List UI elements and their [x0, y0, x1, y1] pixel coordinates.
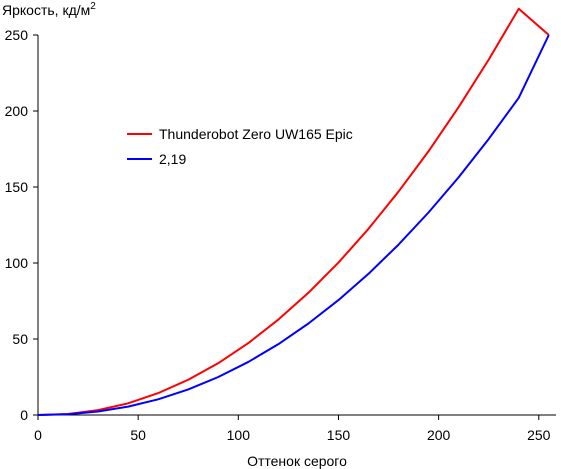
- axes: [37, 35, 556, 416]
- series-line-1: [37, 34, 550, 416]
- y-tick-label: 100: [5, 255, 29, 271]
- y-tick-label: 200: [5, 103, 29, 119]
- x-tick-label: 0: [34, 427, 42, 443]
- legend-label-1: 2,19: [159, 151, 186, 167]
- y-axis-title-main: Яркость, кд/м: [2, 2, 90, 18]
- ticks: 0 50 100 150 200 250 0 50 100 150 200 250: [5, 27, 551, 443]
- x-axis-title: Оттенок серого: [247, 453, 347, 469]
- x-tick-label: 150: [327, 427, 351, 443]
- y-axis-title-superscript: 2: [90, 1, 96, 12]
- y-axis-title: Яркость, кд/м2: [2, 1, 96, 18]
- x-tick-label: 200: [427, 427, 451, 443]
- series-lines: [37, 7, 550, 416]
- y-tick-label: 250: [5, 27, 29, 43]
- x-tick-label: 250: [527, 427, 551, 443]
- x-tick-label: 50: [130, 427, 146, 443]
- y-tick-label: 150: [5, 179, 29, 195]
- legend: Thunderobot Zero UW165 Epic 2,19: [127, 126, 353, 167]
- legend-label-0: Thunderobot Zero UW165 Epic: [159, 126, 353, 142]
- y-tick-label: 50: [12, 331, 28, 347]
- series-line-0: [37, 7, 550, 416]
- x-tick-label: 100: [227, 427, 251, 443]
- y-tick-label: 0: [20, 407, 28, 423]
